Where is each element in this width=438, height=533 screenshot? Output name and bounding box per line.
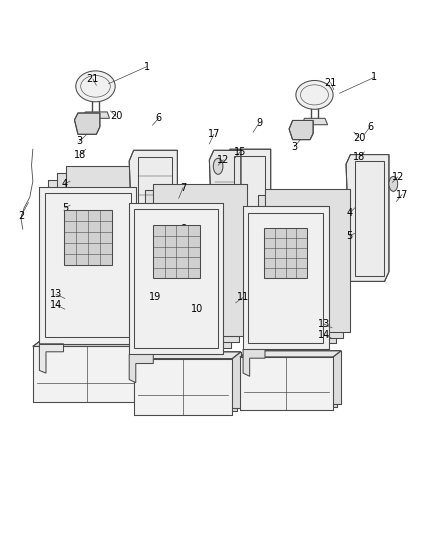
Text: 17: 17 [396,190,408,199]
Text: 6: 6 [367,122,373,132]
Ellipse shape [76,71,115,102]
Text: 14: 14 [318,330,330,340]
Polygon shape [302,118,328,125]
Text: 19: 19 [149,293,162,302]
Polygon shape [265,228,307,278]
Polygon shape [244,354,337,407]
Polygon shape [129,150,177,278]
Polygon shape [226,149,271,284]
Text: 17: 17 [208,130,220,139]
Text: 8: 8 [180,224,186,234]
Text: 10: 10 [191,304,203,314]
Text: 3: 3 [77,136,83,146]
Text: 15: 15 [234,147,246,157]
Polygon shape [240,351,341,357]
Text: 21: 21 [325,78,337,87]
Polygon shape [33,346,140,402]
Polygon shape [33,339,150,346]
Polygon shape [243,349,265,376]
Polygon shape [346,155,389,281]
Polygon shape [66,166,162,324]
Text: 18: 18 [353,152,365,162]
Polygon shape [243,206,328,349]
Ellipse shape [389,176,398,191]
Text: 2: 2 [18,211,24,221]
Polygon shape [83,112,110,118]
Text: 13: 13 [50,289,62,299]
Polygon shape [153,184,247,336]
Polygon shape [248,351,341,404]
Text: 4: 4 [62,179,68,189]
Text: 20: 20 [353,133,365,142]
Text: 3: 3 [291,142,297,151]
Polygon shape [141,305,176,337]
Polygon shape [74,113,100,134]
Polygon shape [134,359,232,415]
Polygon shape [38,343,145,399]
Polygon shape [240,357,333,410]
Text: 13: 13 [318,319,330,329]
Text: 18: 18 [74,150,86,159]
Text: 4: 4 [346,208,353,218]
Polygon shape [39,187,136,344]
Text: 6: 6 [155,114,162,123]
Polygon shape [48,180,145,337]
Polygon shape [153,225,200,278]
Polygon shape [161,321,201,351]
Text: 12: 12 [392,172,404,182]
Polygon shape [258,195,343,338]
Polygon shape [39,344,64,373]
Polygon shape [138,355,237,411]
Text: 7: 7 [180,183,186,192]
Polygon shape [134,352,241,359]
Polygon shape [251,200,336,343]
Ellipse shape [296,80,333,109]
Polygon shape [42,339,150,395]
Ellipse shape [213,158,223,174]
Polygon shape [142,352,241,408]
Text: 1: 1 [144,62,150,71]
Text: 12: 12 [217,155,230,165]
Text: 21: 21 [87,74,99,84]
Text: 20: 20 [110,111,122,121]
Polygon shape [145,190,240,342]
Text: 5: 5 [62,203,68,213]
Polygon shape [265,189,350,332]
Polygon shape [64,210,112,265]
Polygon shape [57,173,153,330]
Text: 14: 14 [50,300,62,310]
Text: 9: 9 [256,118,262,127]
Polygon shape [129,203,223,354]
Polygon shape [209,150,241,289]
Polygon shape [129,354,153,383]
Text: 5: 5 [346,231,353,240]
Text: 1: 1 [371,72,378,82]
Text: 11: 11 [237,293,249,302]
Polygon shape [137,196,231,348]
Polygon shape [289,120,313,140]
